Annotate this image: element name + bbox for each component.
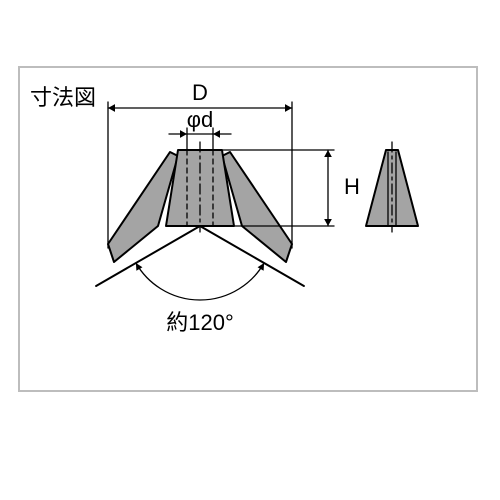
diagram-canvas: 寸法図 約120°DφdH [0, 0, 500, 500]
dim-phid: φd [187, 107, 214, 132]
dim-D: D [192, 80, 208, 105]
dim-H: H [344, 174, 360, 199]
angle-arc [136, 263, 264, 300]
diagram-svg: 約120° Dφd H [0, 0, 500, 500]
angle-label: 約120° [166, 310, 234, 335]
